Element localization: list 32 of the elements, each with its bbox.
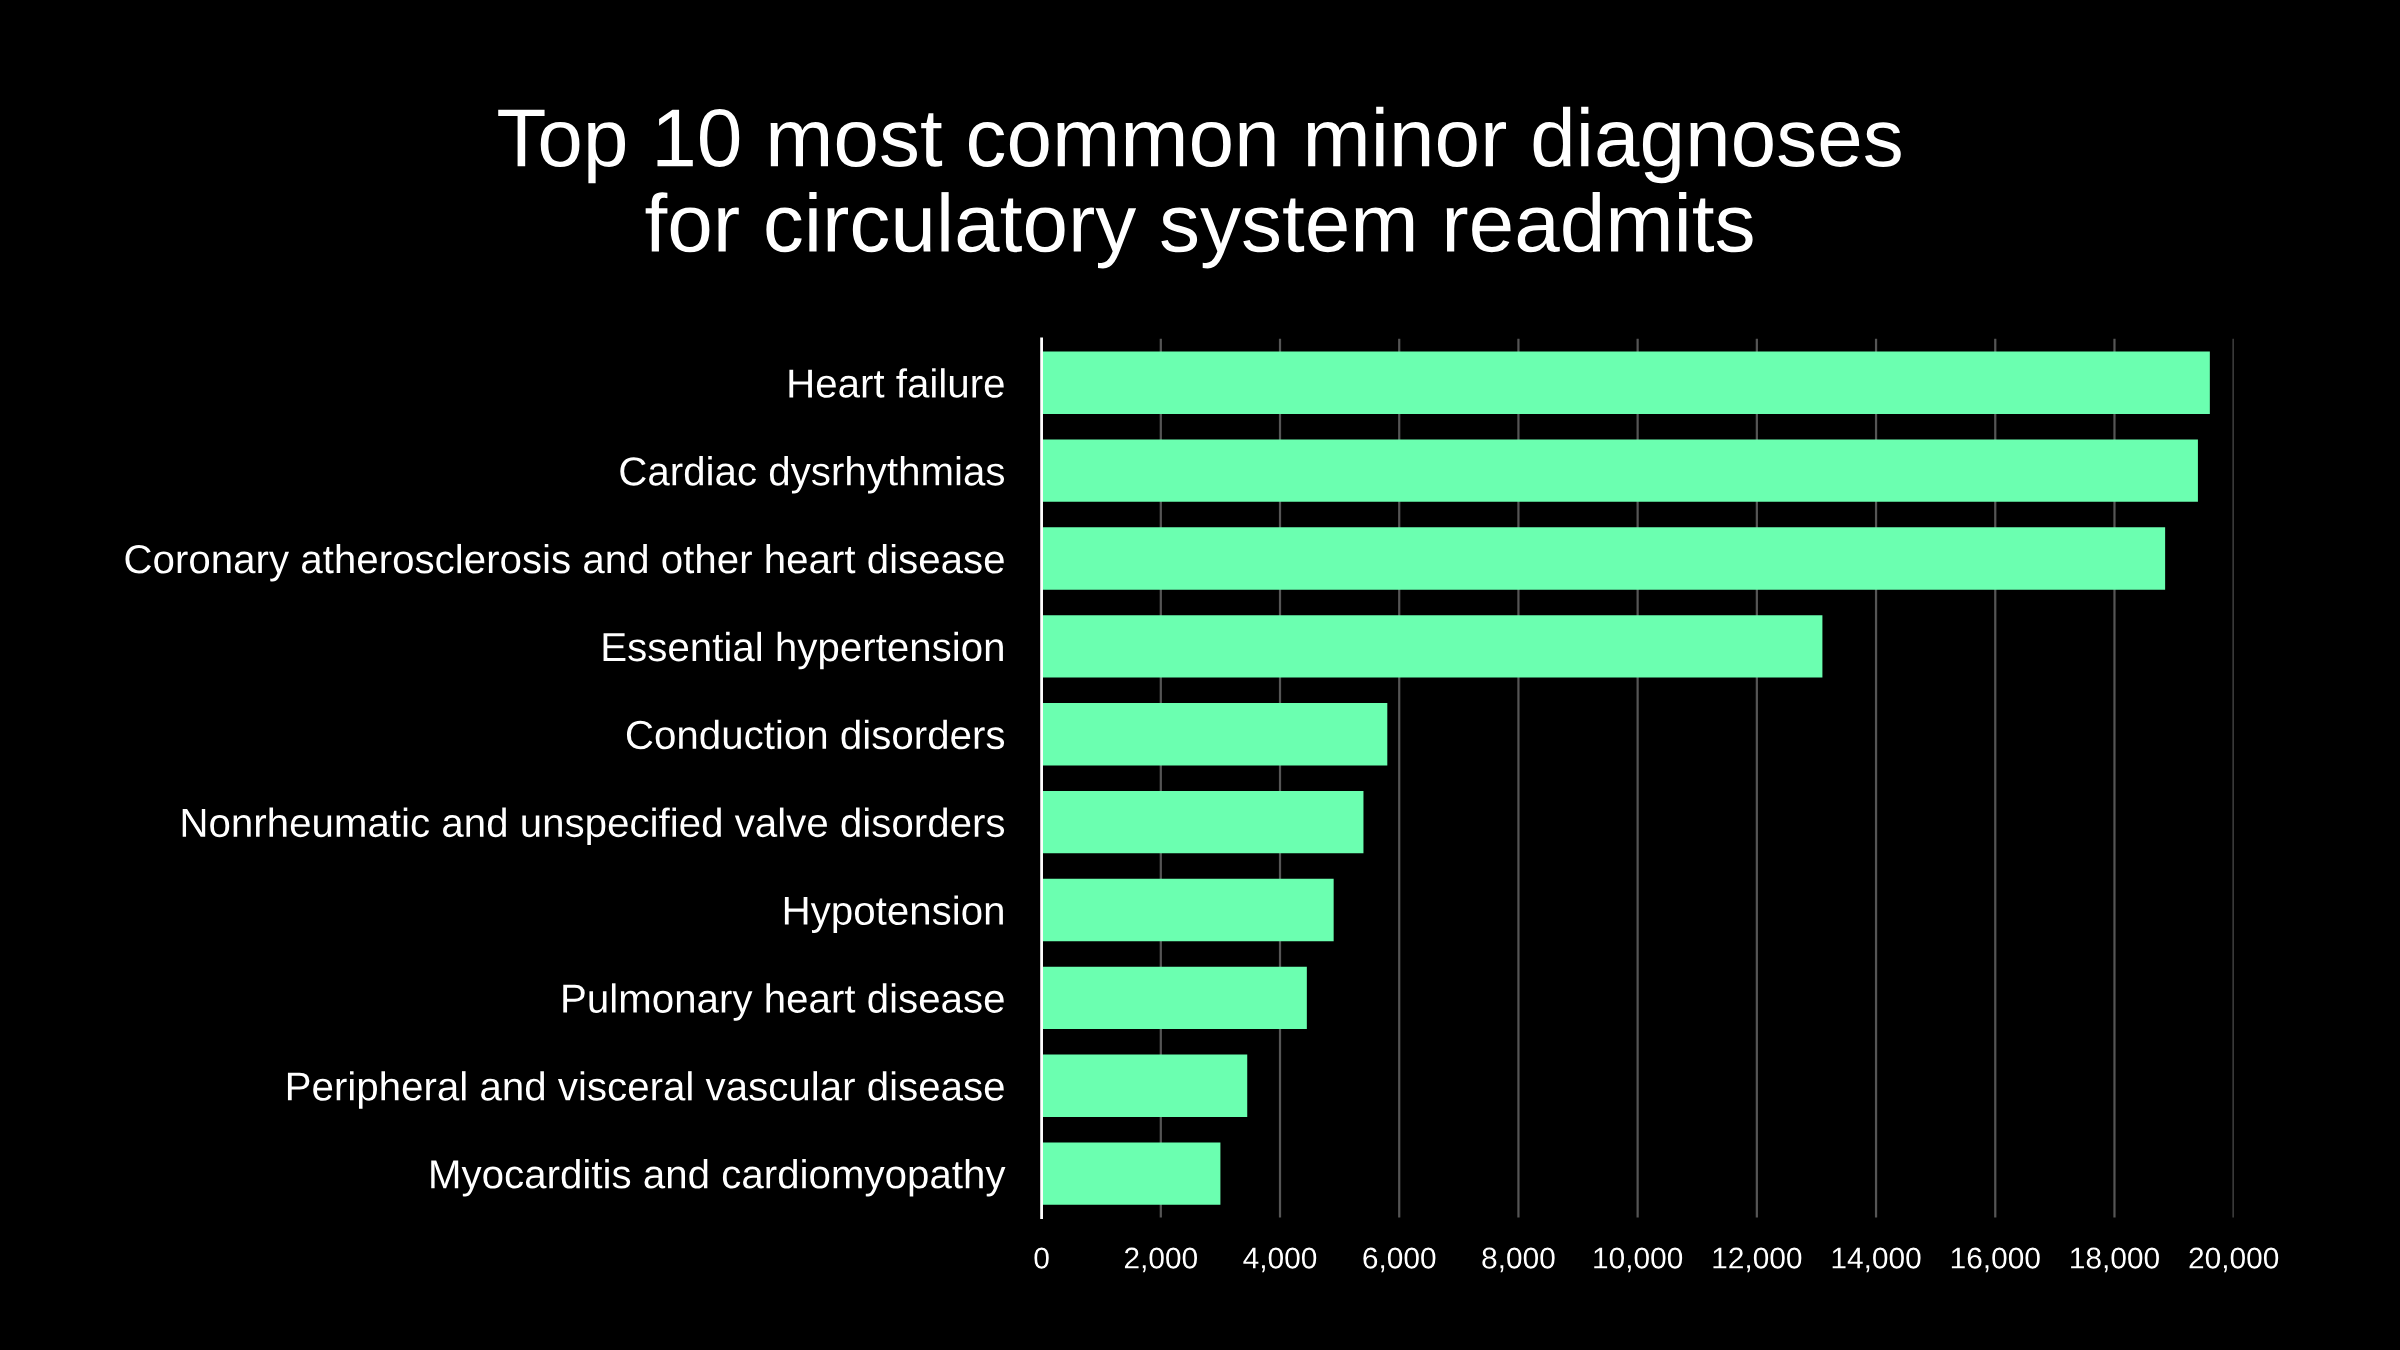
bar [1041, 790, 1364, 854]
bar [1041, 439, 2198, 502]
y-tick-label: Coronary atherosclerosis and other heart disease [125, 543, 1004, 582]
y-tick-label: Peripheral and visceral vascular disease [287, 1071, 1004, 1109]
x-tick-label: 18,000 [2071, 1247, 2159, 1273]
x-tick-label: 0 [1034, 1247, 1049, 1269]
x-tick-label: 16,000 [1951, 1247, 2040, 1273]
x-tick-label: 2,000 [1124, 1247, 1198, 1273]
bar [1041, 703, 1388, 766]
y-tick-label: Conduction disorders [626, 719, 1005, 750]
bar [1041, 351, 2210, 414]
y-tick-label: Heart failure [789, 368, 1004, 398]
x-tick-label: 20,000 [2189, 1247, 2279, 1273]
y-tick-label: Pulmonary heart disease [563, 983, 1004, 1021]
bar [1041, 1142, 1221, 1205]
x-tick-label: 8,000 [1482, 1247, 1555, 1273]
bar [1041, 527, 2166, 590]
chart-title: Top 10 most common minor diagnoses for circulatory system readmits [498, 106, 1901, 269]
y-tick-label: Cardiac dysrhythmias [620, 456, 1005, 494]
x-tick-label: 14,000 [1832, 1247, 1921, 1273]
bar [1041, 615, 1823, 678]
y-tick-label: Essential hypertension [603, 631, 1003, 670]
x-tick-label: 10,000 [1594, 1247, 1683, 1273]
x-tick-label: 4,000 [1243, 1247, 1317, 1273]
bar [1041, 966, 1307, 1030]
bar [1041, 878, 1334, 942]
y-tick-label: Hypotension [784, 895, 1003, 933]
bar [1041, 1054, 1248, 1117]
y-tick-label: Myocarditis and cardiomyopathy [431, 1159, 1006, 1197]
x-tick-label: 12,000 [1713, 1247, 1802, 1273]
x-tick-label: 6,000 [1363, 1247, 1436, 1273]
y-tick-label: Nonrheumatic and unspecified valve disorders [182, 807, 1005, 846]
